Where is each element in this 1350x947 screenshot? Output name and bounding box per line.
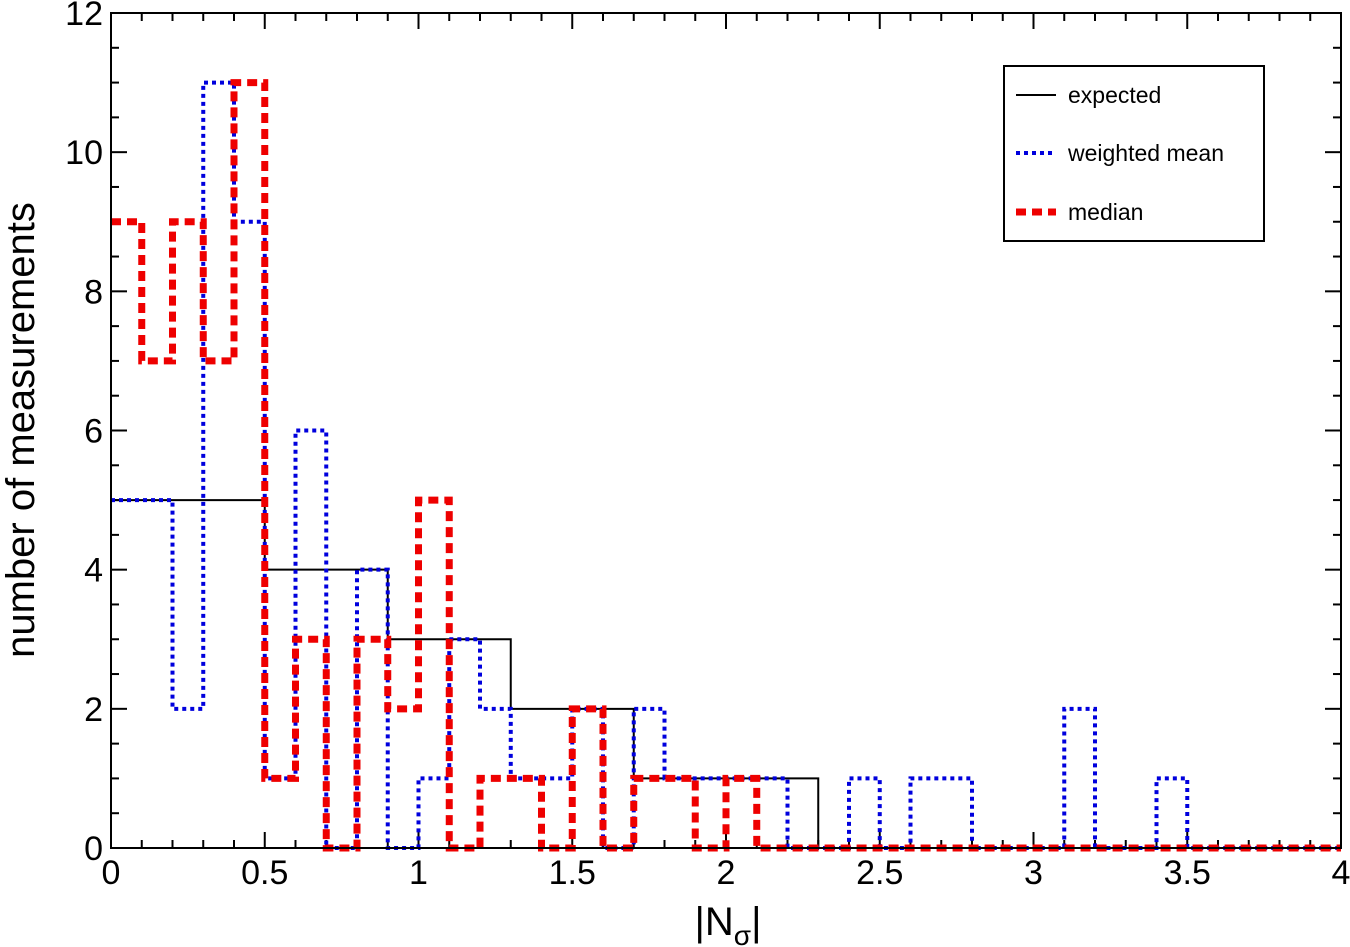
legend-label-expected: expected bbox=[1068, 82, 1161, 108]
y-tick-label: 2 bbox=[84, 691, 103, 729]
legend-label-weighted-mean: weighted mean bbox=[1067, 140, 1224, 166]
y-tick-label: 8 bbox=[84, 273, 103, 311]
x-tick-label: 3.5 bbox=[1164, 854, 1211, 892]
x-tick-label: 0 bbox=[102, 854, 121, 892]
x-tick-label: 2.5 bbox=[856, 854, 903, 892]
y-tick-label: 4 bbox=[84, 552, 103, 590]
series-median-line bbox=[111, 79, 1341, 852]
x-tick-label: 4 bbox=[1332, 854, 1350, 892]
legend-label-median: median bbox=[1068, 199, 1143, 225]
x-axis-title: |Nσ| bbox=[695, 900, 762, 947]
y-tick-label: 10 bbox=[65, 134, 103, 172]
y-tick-label: 0 bbox=[84, 830, 103, 868]
x-tick-label: 1 bbox=[409, 854, 428, 892]
series-layer bbox=[111, 79, 1341, 852]
y-axis-title: number of measurements bbox=[0, 202, 43, 658]
x-tick-label: 3 bbox=[1024, 854, 1043, 892]
series-weighted-mean-line bbox=[111, 80, 1341, 850]
x-tick-label: 2 bbox=[717, 854, 736, 892]
tick-labels: 0 0.5 1 1.5 2 2.5 3 3.5 4 0 2 4 6 8 10 12 bbox=[65, 0, 1350, 892]
plot-frame bbox=[110, 12, 1342, 849]
x-tick-label: 1.5 bbox=[549, 854, 596, 892]
y-tick-label: 6 bbox=[84, 413, 103, 451]
x-tick-label: 0.5 bbox=[241, 854, 288, 892]
legend: expected weighted mean median bbox=[1003, 65, 1265, 242]
y-tick-label: 12 bbox=[65, 0, 103, 33]
